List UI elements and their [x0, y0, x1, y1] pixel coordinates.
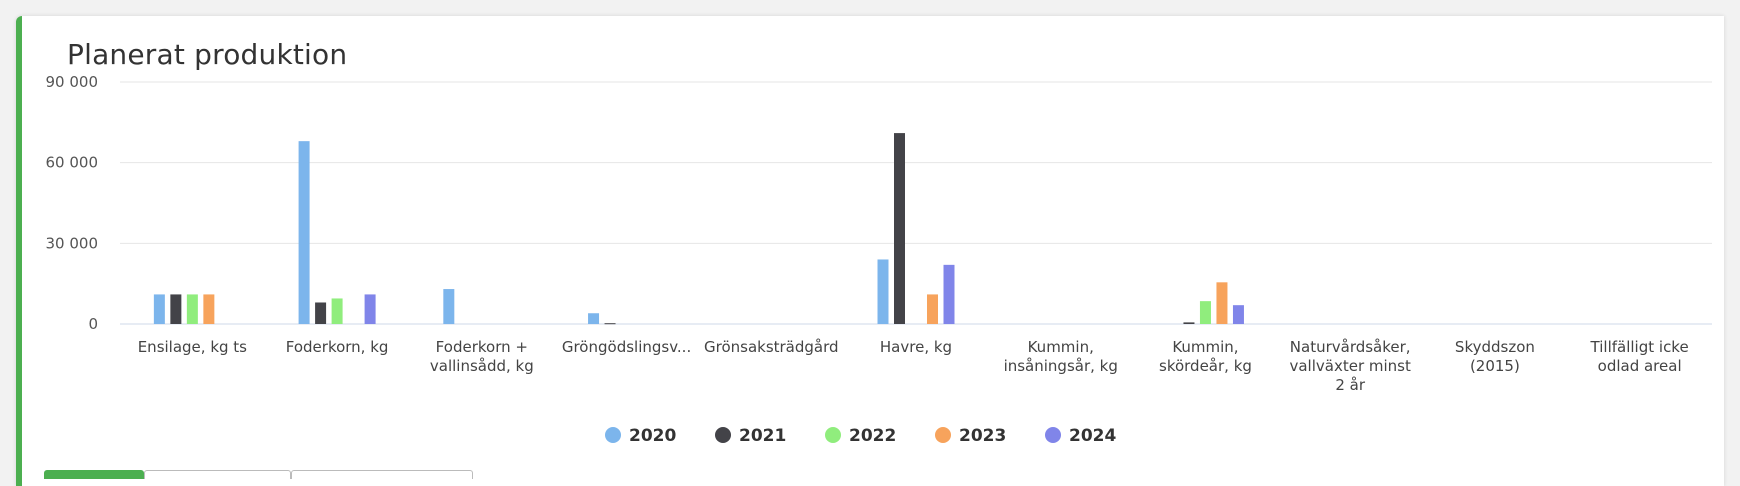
bar-2024-7 — [1232, 305, 1244, 324]
x-category-label-line: Grönsaksträdgård — [704, 338, 839, 356]
bar-2022-0 — [186, 294, 198, 324]
bar-2023-5 — [927, 294, 938, 324]
bar-2021-3 — [604, 323, 616, 325]
bar-2024-1 — [364, 294, 376, 324]
bar-chart: 0 30 000 60 000 90 000 Ensilage, kg ts Foderk… — [46, 73, 1712, 446]
x-category-label: Skyddszon (2015) — [1455, 338, 1535, 375]
x-category-label-line: Kummin, — [1172, 338, 1238, 356]
bar-2022-1 — [331, 298, 343, 324]
x-category-label-line: Foderkorn, kg — [286, 338, 389, 356]
x-category-label: Foderkorn + vallinsådd, kg — [430, 338, 534, 375]
x-category-label: Naturvårdsåker, vallväxter minst 2 år — [1289, 338, 1410, 394]
x-category-label-line: skördeår, kg — [1159, 357, 1252, 375]
bar-2024-5 — [943, 264, 955, 324]
legend-label-2024: 2024 — [1069, 426, 1116, 446]
y-tick-label: 60 000 — [46, 154, 99, 172]
legend-label-2023: 2023 — [959, 426, 1006, 446]
x-category-label: Foderkorn, kg — [286, 338, 389, 356]
x-category-label-line: 2 år — [1335, 376, 1366, 394]
bar-2020-0 — [153, 294, 165, 324]
y-tick-label: 30 000 — [46, 234, 99, 252]
x-category-label-line: Havre, kg — [880, 338, 952, 356]
bar-2020-1 — [298, 141, 310, 324]
tab-second[interactable] — [144, 470, 291, 479]
x-category-label-line: Tillfälligt icke — [1590, 338, 1689, 356]
bar-2020-3 — [588, 313, 600, 324]
bar-2021-5 — [894, 133, 905, 324]
bar-2021-1 — [315, 302, 327, 324]
legend-marker-2021 — [715, 427, 731, 443]
x-category-label-line: vallinsådd, kg — [430, 357, 534, 375]
x-category-label: Ensilage, kg ts — [138, 338, 247, 356]
legend-label-2021: 2021 — [739, 426, 786, 446]
x-category-label-line: Gröngödslingsv... — [562, 338, 691, 356]
bar-2022-7 — [1199, 301, 1211, 324]
legend-marker-2020 — [605, 427, 621, 443]
x-category-label-line: Kummin, — [1028, 338, 1094, 356]
legend-label-2022: 2022 — [849, 426, 896, 446]
bar-2021-7 — [1183, 322, 1195, 324]
bar-2023-7 — [1216, 282, 1228, 324]
x-category-label-line: vallväxter minst — [1289, 357, 1410, 375]
x-category-label: Gröngödslingsv... — [562, 338, 691, 356]
legend-label-2020: 2020 — [629, 426, 676, 446]
x-category-label: Havre, kg — [880, 338, 952, 356]
y-tick-label: 0 — [88, 315, 98, 333]
bar-2020-5 — [877, 259, 889, 324]
x-category-label-line: Skyddszon — [1455, 338, 1535, 356]
bar-2021-0 — [170, 294, 182, 324]
legend-marker-2024 — [1045, 427, 1061, 443]
x-category-label: Grönsaksträdgård — [704, 338, 839, 356]
x-category-label-line: Naturvårdsåker, — [1290, 338, 1411, 356]
x-category-label: Kummin, insåningsår, kg — [1004, 338, 1118, 375]
legend-marker-2022 — [825, 427, 841, 443]
bar-2023-0 — [203, 294, 215, 324]
x-category-label-line: Ensilage, kg ts — [138, 338, 247, 356]
y-tick-label: 90 000 — [46, 73, 99, 91]
bar-2020-2 — [443, 289, 455, 324]
tab-active[interactable] — [44, 470, 144, 479]
x-category-label-line: odlad areal — [1598, 357, 1682, 375]
tab-third[interactable] — [291, 470, 473, 479]
legend-marker-2023 — [935, 427, 951, 443]
x-category-label-line: (2015) — [1470, 357, 1520, 375]
chart-title: Planerat produktion — [67, 38, 348, 71]
tab-strip — [44, 470, 473, 480]
x-category-label-line: Foderkorn + — [436, 338, 528, 356]
x-category-label-line: insåningsår, kg — [1004, 357, 1118, 375]
x-category-label: Kummin, skördeår, kg — [1159, 338, 1252, 375]
x-category-label: Tillfälligt icke odlad areal — [1590, 338, 1689, 375]
